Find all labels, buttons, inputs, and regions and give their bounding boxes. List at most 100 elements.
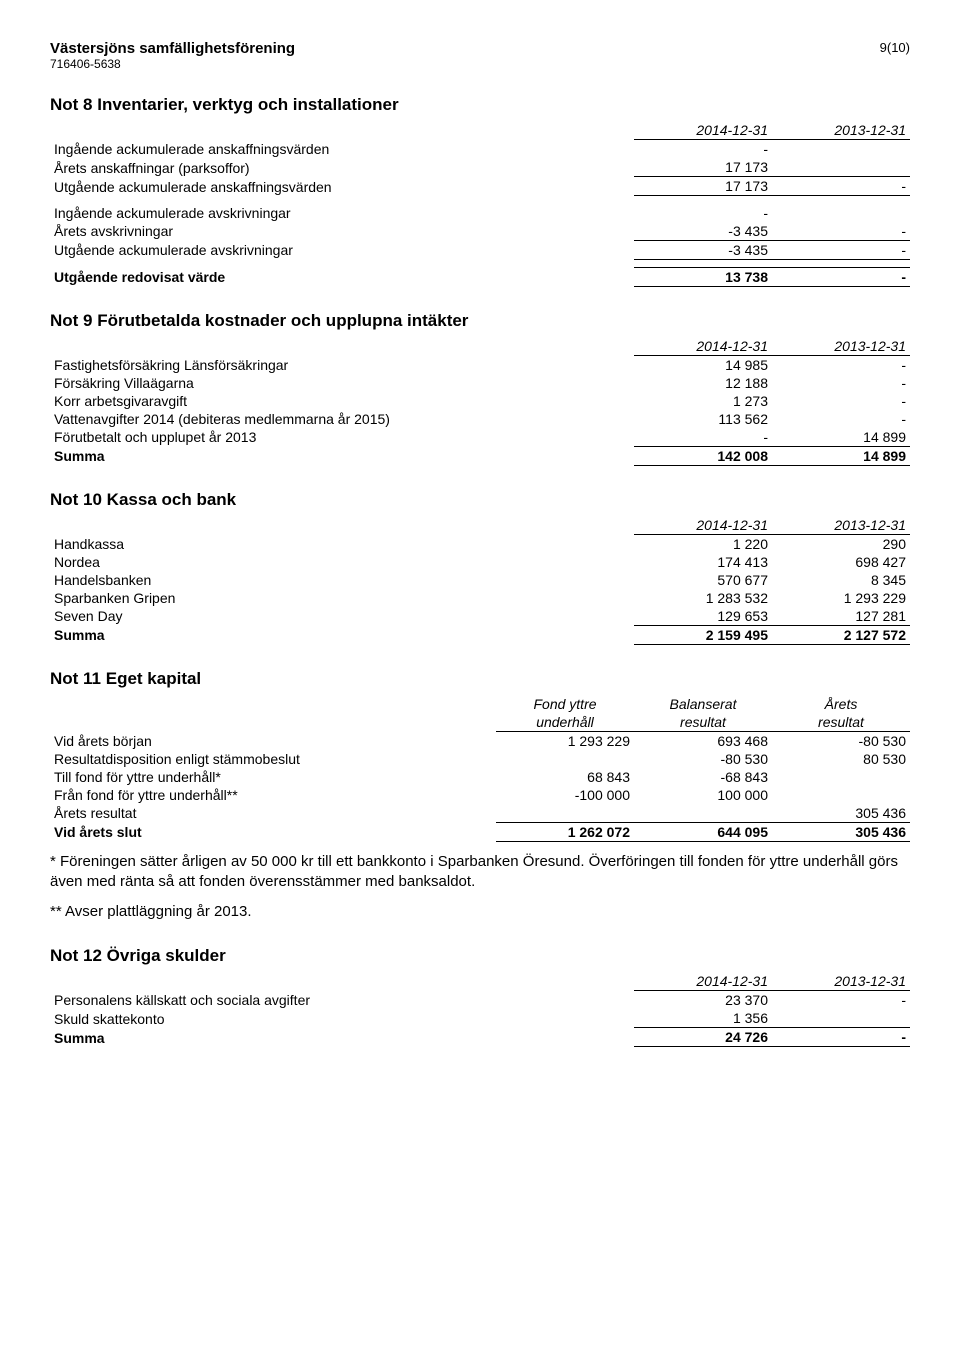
table-row: Handelsbanken 570 677 8 345 [50,571,910,589]
row-label: Vid årets slut [50,822,496,841]
page-header: Västersjöns samfällighetsförening 716406… [50,40,910,71]
cell: 100 000 [634,786,772,804]
cell: 290 [772,534,910,553]
row-label: Handelsbanken [50,571,634,589]
row-label: Sparbanken Gripen [50,589,634,607]
cell: 305 436 [772,804,910,823]
cell: -80 530 [772,731,910,750]
col-head: 2014-12-31 [634,337,772,356]
cell: - [772,374,910,392]
cell: 693 468 [634,731,772,750]
not11-title: Not 11 Eget kapital [50,669,910,689]
row-label: Skuld skattekonto [50,1009,634,1028]
org-block: Västersjöns samfällighetsförening 716406… [50,40,295,71]
cell: 1 220 [634,534,772,553]
row-label: Utgående ackumulerade anskaffningsvärden [50,177,634,196]
table-row: 2014-12-31 2013-12-31 [50,972,910,991]
table-row: underhåll resultat resultat [50,713,910,732]
table-row: Till fond för yttre underhåll* 68 843 -6… [50,768,910,786]
cell: 68 843 [496,768,634,786]
col-head: Balanserat [634,695,772,713]
row-label: Ingående ackumulerade anskaffningsvärden [50,140,634,159]
cell: -3 435 [634,222,772,241]
org-name: Västersjöns samfällighetsförening [50,40,295,57]
cell: 644 095 [634,822,772,841]
not9-title: Not 9 Förutbetalda kostnader och upplupn… [50,311,910,331]
cell: - [772,410,910,428]
cell [496,804,634,823]
cell: 2 159 495 [634,625,772,644]
cell [772,140,910,159]
cell: 142 008 [634,446,772,465]
col-head: Årets [772,695,910,713]
cell: 1 356 [634,1009,772,1028]
col-head: Fond yttre [496,695,634,713]
row-label: Utgående redovisat värde [50,267,634,286]
cell [772,768,910,786]
table-row: Ingående ackumulerade anskaffningsvärden… [50,140,910,159]
col-head: resultat [634,713,772,732]
cell: -3 435 [634,240,772,259]
cell [772,1009,910,1028]
cell: - [772,177,910,196]
cell: 80 530 [772,750,910,768]
table-row: Årets anskaffningar (parksoffor) 17 173 [50,158,910,177]
cell: 13 738 [634,267,772,286]
row-label: Summa [50,625,634,644]
table-row: Korr arbetsgivaravgift 1 273 - [50,392,910,410]
cell: -80 530 [634,750,772,768]
row-label: Utgående ackumulerade avskrivningar [50,240,634,259]
cell [772,204,910,222]
table-row: Fastighetsförsäkring Länsförsäkringar 14… [50,355,910,374]
table-row: Nordea 174 413 698 427 [50,553,910,571]
col-head: 2014-12-31 [634,516,772,535]
not9-table: 2014-12-31 2013-12-31 Fastighetsförsäkri… [50,337,910,466]
org-id: 716406-5638 [50,57,295,71]
row-label: Resultatdisposition enligt stämmobeslut [50,750,496,768]
cell: - [772,392,910,410]
cell: 14 899 [772,428,910,447]
table-row: Seven Day 129 653 127 281 [50,607,910,626]
cell: 17 173 [634,158,772,177]
page-number: 9(10) [880,40,910,55]
row-label: Summa [50,1028,634,1047]
cell: 698 427 [772,553,910,571]
table-row: Utgående redovisat värde 13 738 - [50,267,910,286]
table-row: Summa 24 726 - [50,1028,910,1047]
row-label: Korr arbetsgivaravgift [50,392,634,410]
not12-table: 2014-12-31 2013-12-31 Personalens källsk… [50,972,910,1047]
not11-footnote-1: * Föreningen sätter årligen av 50 000 kr… [50,852,910,893]
table-row: Summa 2 159 495 2 127 572 [50,625,910,644]
row-label: Försäkring Villaägarna [50,374,634,392]
cell: -100 000 [496,786,634,804]
table-row: Vid årets slut 1 262 072 644 095 305 436 [50,822,910,841]
cell: 17 173 [634,177,772,196]
not11-footnote-2: ** Avser plattläggning år 2013. [50,902,910,922]
cell [496,750,634,768]
col-head: 2014-12-31 [634,121,772,140]
col-head: 2013-12-31 [772,337,910,356]
cell: 1 283 532 [634,589,772,607]
col-head: resultat [772,713,910,732]
table-row: Skuld skattekonto 1 356 [50,1009,910,1028]
cell: 2 127 572 [772,625,910,644]
table-row: Fond yttre Balanserat Årets [50,695,910,713]
cell: - [634,204,772,222]
table-row: Resultatdisposition enligt stämmobeslut … [50,750,910,768]
cell: - [772,267,910,286]
cell: 1 293 229 [772,589,910,607]
cell: 8 345 [772,571,910,589]
row-label: Ingående ackumulerade avskrivningar [50,204,634,222]
cell [634,804,772,823]
table-row: Från fond för yttre underhåll** -100 000… [50,786,910,804]
table-row: 2014-12-31 2013-12-31 [50,337,910,356]
cell: - [634,140,772,159]
not12-title: Not 12 Övriga skulder [50,946,910,966]
cell: 305 436 [772,822,910,841]
cell: - [772,222,910,241]
row-label: Personalens källskatt och sociala avgift… [50,991,634,1010]
table-row: 2014-12-31 2013-12-31 [50,516,910,535]
table-row: Förutbetalt och upplupet år 2013 - 14 89… [50,428,910,447]
table-row: Årets avskrivningar -3 435 - [50,222,910,241]
cell: - [772,991,910,1010]
